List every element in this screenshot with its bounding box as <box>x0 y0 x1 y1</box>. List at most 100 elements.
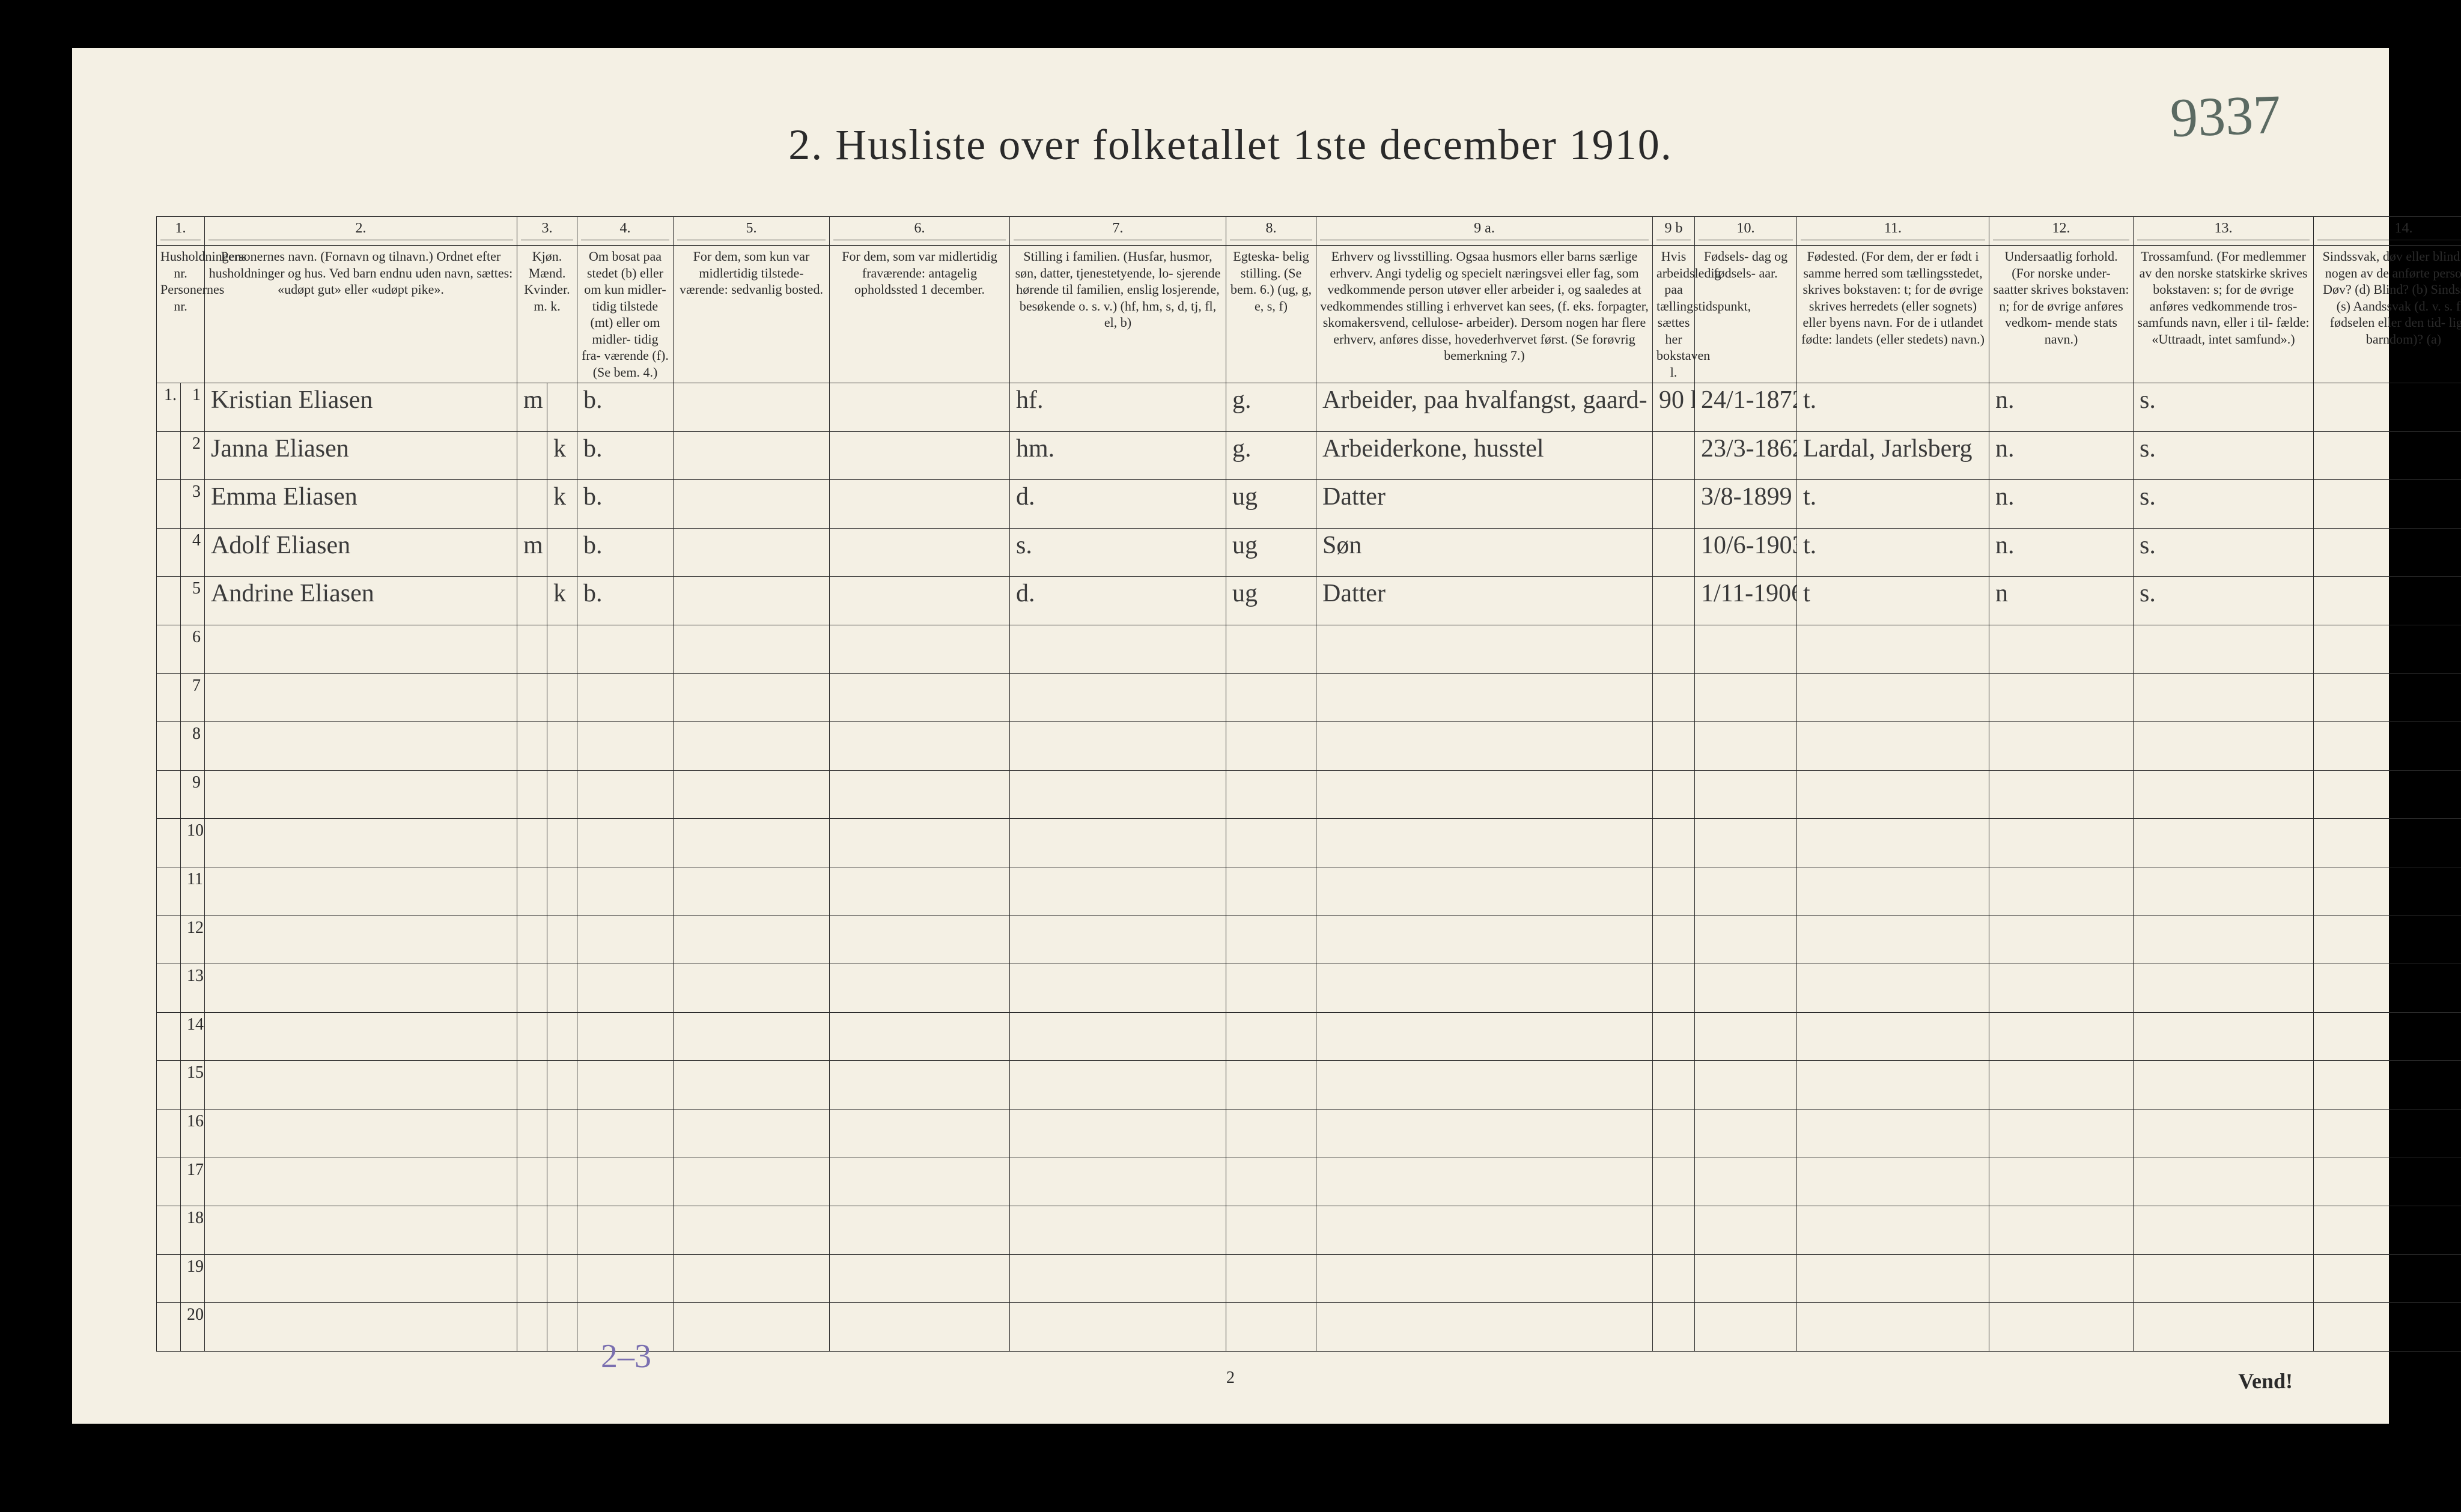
col-header: Fødested. (For dem, der er født i samme … <box>1797 246 1989 383</box>
cell-birth: 10/6-1903 <box>1695 528 1797 577</box>
colnum: 13. <box>2137 219 2310 240</box>
empty-cell <box>205 1158 517 1206</box>
census-table-wrap: 1. 2. 3. 4. 5. 6. 7. 8. 9 a. 9 b 10. 11.… <box>156 216 2305 1352</box>
empty-cell <box>1226 673 1316 722</box>
cell-c6 <box>830 480 1010 529</box>
empty-cell <box>2314 1158 2461 1206</box>
cell-sex-k <box>547 383 577 432</box>
cell-religion: s. <box>2134 383 2314 432</box>
cell-name: Adolf Eliasen <box>205 528 517 577</box>
empty-cell <box>577 1061 674 1110</box>
empty-cell <box>517 625 547 673</box>
empty-cell <box>1653 1303 1695 1352</box>
cell-family: s. <box>1010 528 1226 577</box>
empty-cell <box>1695 819 1797 867</box>
empty-cell <box>2134 1012 2314 1061</box>
empty-cell <box>674 1109 830 1158</box>
empty-cell <box>1653 1254 1695 1303</box>
col-header: Kjøn. Mænd. Kvinder. m. k. <box>517 246 577 383</box>
empty-cell <box>1316 625 1653 673</box>
empty-cell <box>830 1303 1010 1352</box>
person-nr: 20 <box>181 1303 205 1352</box>
empty-cell <box>2134 625 2314 673</box>
hand-annotation: 9337 <box>2169 82 2282 150</box>
cell-religion: s. <box>2134 431 2314 480</box>
empty-cell <box>2314 625 2461 673</box>
cell-birth: 3/8-1899 <box>1695 480 1797 529</box>
empty-cell <box>1989 770 2134 819</box>
empty-cell <box>517 819 547 867</box>
table-row: 13 <box>157 964 2461 1013</box>
cell-c6 <box>830 383 1010 432</box>
empty-cell <box>1653 722 1695 771</box>
empty-cell <box>577 722 674 771</box>
empty-cell <box>205 915 517 964</box>
cell-religion: s. <box>2134 480 2314 529</box>
cell-marital: ug <box>1226 480 1316 529</box>
empty-cell <box>830 867 1010 915</box>
table-row: 10 <box>157 819 2461 867</box>
cell-c14 <box>2314 528 2461 577</box>
empty-cell <box>1653 1109 1695 1158</box>
cell-name: Janna Eliasen <box>205 431 517 480</box>
colnum: 11. <box>1801 219 1985 240</box>
household-nr <box>157 867 181 915</box>
table-row: 11 <box>157 867 2461 915</box>
empty-cell <box>1695 1158 1797 1206</box>
cell-sex-m <box>517 431 547 480</box>
table-row: 7 <box>157 673 2461 722</box>
household-nr <box>157 673 181 722</box>
cell-family: hf. <box>1010 383 1226 432</box>
empty-cell <box>830 770 1010 819</box>
empty-cell <box>517 1109 547 1158</box>
empty-cell <box>1316 819 1653 867</box>
household-nr <box>157 1061 181 1110</box>
empty-cell <box>547 964 577 1013</box>
empty-cell <box>577 1254 674 1303</box>
empty-cell <box>517 1303 547 1352</box>
empty-cell <box>1226 964 1316 1013</box>
empty-cell <box>2314 1061 2461 1110</box>
empty-cell <box>1316 722 1653 771</box>
household-nr <box>157 431 181 480</box>
table-row: 15 <box>157 1061 2461 1110</box>
cell-birth: 1/11-1906 <box>1695 577 1797 625</box>
person-nr: 2 <box>181 431 205 480</box>
empty-cell <box>1226 1206 1316 1255</box>
header-row: Husholdningens nr. Personernes nr. Perso… <box>157 246 2461 383</box>
empty-cell <box>1316 1206 1653 1255</box>
cell-residence: b. <box>577 577 674 625</box>
empty-cell <box>1989 1206 2134 1255</box>
empty-cell <box>547 625 577 673</box>
cell-marital: g. <box>1226 383 1316 432</box>
household-nr <box>157 1158 181 1206</box>
empty-cell <box>2314 673 2461 722</box>
household-nr <box>157 1254 181 1303</box>
empty-cell <box>1010 964 1226 1013</box>
colnum: 10. <box>1699 219 1793 240</box>
empty-cell <box>830 964 1010 1013</box>
empty-cell <box>517 1206 547 1255</box>
empty-cell <box>1653 673 1695 722</box>
table-row: 14 <box>157 1012 2461 1061</box>
empty-cell <box>830 1206 1010 1255</box>
cell-sex-m <box>517 480 547 529</box>
empty-cell <box>577 770 674 819</box>
household-nr <box>157 1012 181 1061</box>
person-nr: 9 <box>181 770 205 819</box>
household-nr <box>157 577 181 625</box>
cell-c9b <box>1653 528 1695 577</box>
empty-cell <box>2314 770 2461 819</box>
empty-cell <box>830 1158 1010 1206</box>
colnum: 5. <box>677 219 826 240</box>
empty-cell <box>1989 964 2134 1013</box>
household-nr <box>157 625 181 673</box>
empty-cell <box>2134 964 2314 1013</box>
empty-cell <box>1797 867 1989 915</box>
empty-cell <box>674 1158 830 1206</box>
empty-cell <box>1989 625 2134 673</box>
empty-cell <box>830 819 1010 867</box>
cell-birthplace: t. <box>1797 480 1989 529</box>
cell-c5 <box>674 480 830 529</box>
empty-cell <box>205 1303 517 1352</box>
